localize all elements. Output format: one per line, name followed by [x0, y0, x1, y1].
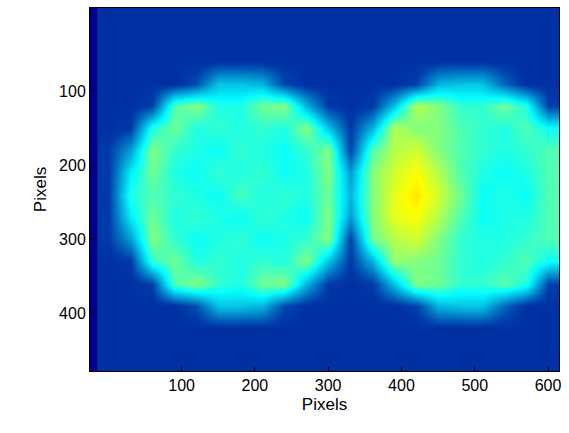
svg-text:500: 500: [461, 377, 488, 394]
svg-text:Pixels: Pixels: [302, 395, 347, 414]
svg-text:200: 200: [59, 157, 86, 174]
svg-text:Pixels: Pixels: [31, 167, 50, 212]
svg-text:300: 300: [59, 231, 86, 248]
svg-text:400: 400: [388, 377, 415, 394]
svg-text:100: 100: [168, 377, 195, 394]
svg-text:200: 200: [242, 377, 269, 394]
svg-text:400: 400: [59, 305, 86, 322]
svg-text:600: 600: [535, 377, 562, 394]
svg-text:100: 100: [59, 83, 86, 100]
svg-text:300: 300: [315, 377, 342, 394]
